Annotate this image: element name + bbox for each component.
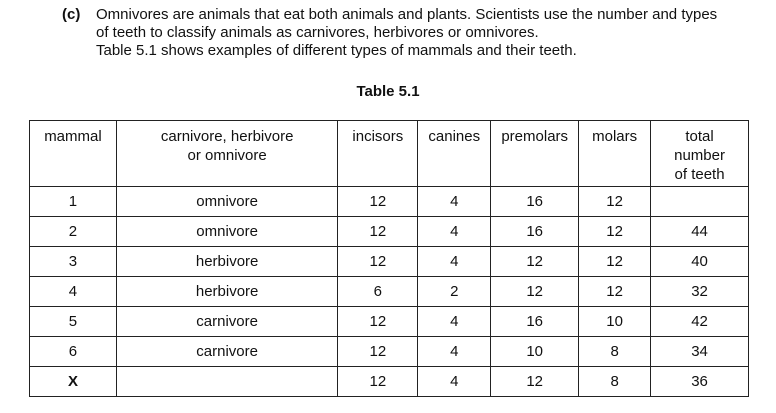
header-canines: canines [417, 120, 492, 187]
cell-canines: 4 [417, 336, 492, 367]
question-text: Omnivores are animals that eat both anim… [96, 6, 766, 60]
cell-total: 44 [650, 216, 749, 247]
cell-molars: 8 [578, 336, 652, 367]
cell-type: herbivore [115, 246, 339, 277]
cell-total: 40 [650, 246, 749, 277]
cell-incisors: 12 [337, 246, 419, 277]
cell-mammal: 4 [29, 276, 117, 307]
table-row: 3 herbivore 12 4 12 12 40 [29, 246, 749, 277]
header-total: total number of teeth [650, 120, 749, 187]
cell-molars: 10 [578, 306, 652, 337]
header-type: carnivore, herbivore or omnivore [115, 120, 339, 187]
header-premolars: premolars [490, 120, 580, 187]
cell-molars: 12 [578, 216, 652, 247]
teeth-table: mammal carnivore, herbivore or omnivore … [29, 120, 749, 397]
cell-canines: 4 [417, 246, 492, 277]
cell-mammal: 3 [29, 246, 117, 277]
cell-canines: 4 [417, 366, 492, 397]
cell-total: 34 [650, 336, 749, 367]
cell-total: 42 [650, 306, 749, 337]
cell-molars: 12 [578, 186, 652, 217]
table-header-row: mammal carnivore, herbivore or omnivore … [29, 120, 749, 187]
table-row: 4 herbivore 6 2 12 12 32 [29, 276, 749, 307]
cell-molars: 12 [578, 276, 652, 307]
cell-molars: 8 [578, 366, 652, 397]
header-total-line: number [674, 147, 725, 164]
cell-incisors: 6 [337, 276, 419, 307]
cell-incisors: 12 [337, 336, 419, 367]
cell-type [115, 366, 339, 397]
question-line: Omnivores are animals that eat both anim… [96, 6, 718, 23]
header-type-line: carnivore, herbivore [160, 128, 294, 145]
cell-incisors: 12 [337, 366, 419, 397]
cell-premolars: 16 [490, 186, 580, 217]
cell-total: 36 [650, 366, 749, 397]
cell-premolars: 12 [490, 366, 580, 397]
table-row: 5 carnivore 12 4 16 10 42 [29, 306, 749, 337]
cell-premolars: 16 [490, 306, 580, 337]
cell-mammal: 1 [29, 186, 117, 217]
cell-premolars: 12 [490, 276, 580, 307]
cell-premolars: 16 [490, 216, 580, 247]
header-mammal: mammal [29, 120, 117, 187]
table-row: 1 omnivore 12 4 16 12 [29, 186, 749, 217]
question-label: (c) [62, 6, 81, 23]
cell-premolars: 10 [490, 336, 580, 367]
header-incisors: incisors [337, 120, 419, 187]
header-total-line: of teeth [674, 166, 725, 183]
cell-canines: 2 [417, 276, 492, 307]
table-row: 6 carnivore 12 4 10 8 34 [29, 336, 749, 367]
cell-molars: 12 [578, 246, 652, 277]
table-row: 2 omnivore 12 4 16 12 44 [29, 216, 749, 247]
question-line: Table 5.1 shows examples of different ty… [96, 42, 577, 59]
cell-type: carnivore [115, 306, 339, 337]
cell-canines: 4 [417, 186, 492, 217]
cell-incisors: 12 [337, 186, 419, 217]
table-row: X 12 4 12 8 36 [29, 366, 749, 397]
cell-canines: 4 [417, 306, 492, 337]
cell-mammal: 5 [29, 306, 117, 337]
header-type-line: or omnivore [187, 147, 267, 164]
header-total-line: total [685, 128, 714, 145]
cell-canines: 4 [417, 216, 492, 247]
cell-mammal: 2 [29, 216, 117, 247]
cell-type: herbivore [115, 276, 339, 307]
question-line: of teeth to classify animals as carnivor… [96, 24, 539, 41]
cell-type: omnivore [115, 186, 339, 217]
cell-mammal: 6 [29, 336, 117, 367]
cell-incisors: 12 [337, 306, 419, 337]
cell-total: 32 [650, 276, 749, 307]
table-title: Table 5.1 [356, 83, 420, 100]
cell-incisors: 12 [337, 216, 419, 247]
cell-mammal: X [29, 366, 117, 397]
header-molars: molars [578, 120, 652, 187]
cell-type: omnivore [115, 216, 339, 247]
cell-premolars: 12 [490, 246, 580, 277]
cell-type: carnivore [115, 336, 339, 367]
cell-total [650, 186, 749, 217]
